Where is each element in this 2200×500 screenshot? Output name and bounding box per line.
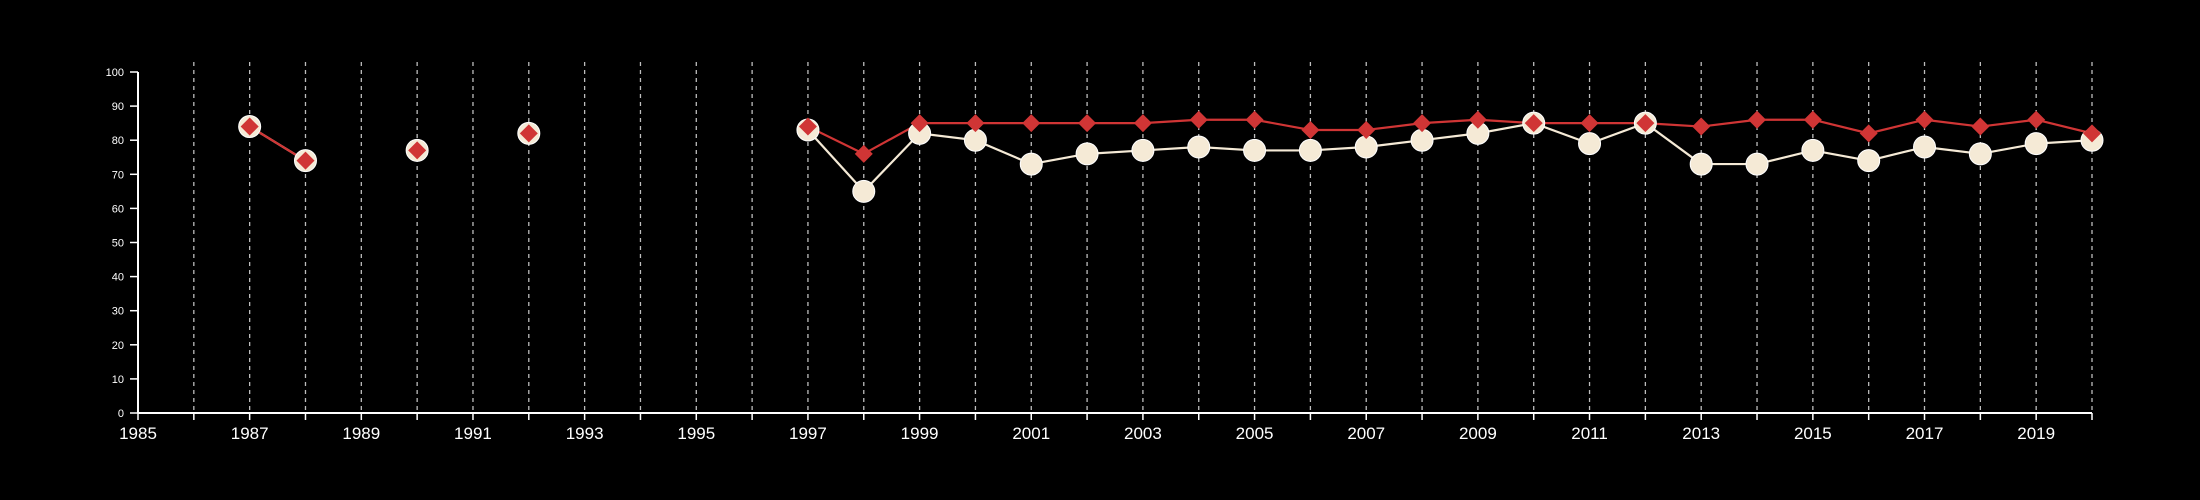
diamond-point bbox=[2083, 124, 2101, 143]
diamond-point bbox=[1692, 117, 1711, 136]
circle-point bbox=[1187, 135, 1211, 159]
x-tick-label: 2009 bbox=[1459, 424, 1497, 443]
diamond-point bbox=[1748, 110, 1767, 129]
y-tick-label: 10 bbox=[112, 374, 124, 386]
diamond-point bbox=[1245, 110, 1264, 129]
diamond-point bbox=[1189, 110, 1208, 129]
y-axis-ticks: 0 10 20 30 40 50 60 70 80 90 100 bbox=[106, 67, 138, 420]
x-tick-label: 1999 bbox=[901, 424, 939, 443]
diamond-point bbox=[1803, 110, 1822, 129]
circle-point bbox=[1745, 152, 1769, 176]
diamond-point bbox=[1859, 124, 1878, 143]
x-tick-label: 2007 bbox=[1347, 424, 1385, 443]
circle-point bbox=[963, 128, 987, 152]
diamond-point bbox=[798, 117, 817, 136]
series-1-segment bbox=[1812, 118, 1869, 135]
circle-point bbox=[852, 179, 876, 203]
x-tick-label: 1993 bbox=[566, 424, 604, 443]
x-axis-ticks: 1985 1987 1989 1991 1993 1995 1997 1999 2001 2003… bbox=[119, 413, 2093, 443]
series-1-segment bbox=[1924, 118, 1981, 128]
y-tick-label: 70 bbox=[112, 169, 124, 181]
series-1-segment bbox=[1142, 118, 1199, 125]
series-1-segment bbox=[1421, 118, 1478, 125]
diamond-point bbox=[240, 117, 259, 136]
diamond-point bbox=[1133, 114, 1152, 133]
y-tick-label: 40 bbox=[112, 272, 124, 284]
y-tick-label: 90 bbox=[112, 101, 124, 113]
series-0-segment bbox=[1644, 122, 1702, 165]
circle-point bbox=[2024, 132, 2048, 156]
y-tick-label: 20 bbox=[112, 340, 124, 352]
series-1-segment bbox=[1980, 118, 2037, 128]
x-tick-label: 1985 bbox=[119, 424, 157, 443]
y-tick-label: 100 bbox=[106, 67, 124, 79]
x-tick-label: 2013 bbox=[1682, 424, 1720, 443]
series-1-segment bbox=[1254, 118, 1311, 132]
x-tick-label: 1991 bbox=[454, 424, 492, 443]
x-tick-label: 1987 bbox=[231, 424, 269, 443]
x-tick-label: 2005 bbox=[1236, 424, 1274, 443]
diamond-point bbox=[1357, 120, 1376, 139]
y-tick-label: 60 bbox=[112, 203, 124, 215]
diamond-point bbox=[1580, 114, 1599, 133]
y-tick-label: 80 bbox=[112, 135, 124, 147]
circle-point bbox=[1019, 152, 1043, 176]
y-tick-label: 50 bbox=[112, 238, 124, 250]
diamond-point bbox=[910, 114, 929, 133]
circle-point bbox=[1298, 138, 1322, 162]
circle-point bbox=[1801, 138, 1825, 162]
series-0-markers bbox=[238, 111, 2104, 203]
circle-point bbox=[1968, 142, 1992, 166]
x-tick-label: 2003 bbox=[1124, 424, 1162, 443]
x-tick-label: 2011 bbox=[1571, 424, 1608, 443]
x-tick-label: 1989 bbox=[342, 424, 380, 443]
data-series bbox=[238, 110, 2104, 203]
diamond-point bbox=[1413, 114, 1432, 133]
circle-point bbox=[1131, 138, 1155, 162]
diamond-point bbox=[1915, 110, 1934, 129]
series-1-segment bbox=[1366, 122, 1423, 132]
circle-point bbox=[1578, 132, 1602, 156]
x-tick-label: 1995 bbox=[677, 424, 715, 443]
diamond-point bbox=[966, 114, 985, 133]
diamond-point bbox=[2027, 110, 2046, 129]
series-1-markers bbox=[240, 110, 2101, 170]
circle-point bbox=[1075, 142, 1099, 166]
series-1-segment bbox=[1868, 118, 1925, 135]
circle-point bbox=[1857, 149, 1881, 173]
diamond-point bbox=[1301, 120, 1320, 139]
diamond-point bbox=[1022, 114, 1041, 133]
x-tick-label: 2019 bbox=[2017, 424, 2055, 443]
diamond-point bbox=[296, 151, 315, 170]
diamond-point bbox=[854, 144, 873, 163]
series-0-segment bbox=[807, 129, 865, 193]
circle-point bbox=[1410, 128, 1434, 152]
diamond-point bbox=[1636, 114, 1655, 133]
series-1-segment bbox=[2035, 118, 2093, 135]
circle-point bbox=[1354, 135, 1378, 159]
circle-point bbox=[1913, 135, 1937, 159]
diamond-point bbox=[1971, 117, 1990, 136]
diamond-point bbox=[1078, 114, 1097, 133]
circle-point bbox=[1243, 138, 1267, 162]
diamond-point bbox=[408, 141, 427, 160]
x-tick-label: 2015 bbox=[1794, 424, 1832, 443]
series-0-segment bbox=[862, 132, 921, 193]
y-tick-label: 30 bbox=[112, 306, 124, 318]
y-tick-label: 0 bbox=[118, 408, 124, 420]
diamond-point bbox=[519, 124, 538, 143]
x-tick-label: 2001 bbox=[1012, 424, 1050, 443]
series-1-segment bbox=[1701, 118, 1758, 128]
diamond-point bbox=[1468, 110, 1487, 129]
circle-point bbox=[1689, 152, 1713, 176]
x-tick-label: 2017 bbox=[1906, 424, 1944, 443]
x-tick-label: 1997 bbox=[789, 424, 827, 443]
diamond-point bbox=[1524, 114, 1543, 133]
